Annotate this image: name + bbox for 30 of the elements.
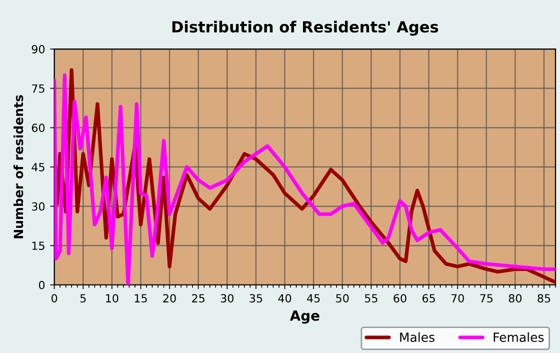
x-tick-label: 40 xyxy=(278,294,292,302)
x-tick-label: 85 xyxy=(538,294,550,302)
x-tick-label: 65 xyxy=(422,294,435,302)
x-tick-label: 0 xyxy=(52,294,58,302)
x-tick-label: 50 xyxy=(336,294,349,302)
x-tick-label: 10 xyxy=(106,294,118,302)
x-tick-label: 75 xyxy=(480,294,492,302)
x-tick-label: 35 xyxy=(250,294,262,302)
y-axis-title: Number of residents xyxy=(14,95,24,238)
chart-title: Distribution of Residents' Ages xyxy=(172,20,438,36)
y-tick-label: 75 xyxy=(32,84,44,93)
y-tick-label: 60 xyxy=(32,124,45,132)
y-tick-label: 15 xyxy=(32,242,44,250)
x-tick-label: 45 xyxy=(307,294,320,302)
x-tick-label: 5 xyxy=(80,294,86,302)
x-tick-label: 20 xyxy=(163,294,176,302)
x-tick-label: 60 xyxy=(394,294,406,302)
x-tick-label: 25 xyxy=(192,294,204,302)
y-tick-label: 30 xyxy=(32,202,45,211)
x-tick-label: 30 xyxy=(220,294,234,302)
x-axis-title: Age xyxy=(290,310,320,324)
x-tick-label: 70 xyxy=(451,294,464,302)
y-tick-label: 0 xyxy=(38,280,45,290)
x-tick-label: 15 xyxy=(134,294,147,302)
x-tick-label: 55 xyxy=(364,294,378,302)
legend-label: Males xyxy=(400,332,434,342)
x-tick-label: 80 xyxy=(508,294,522,302)
y-tick-label: 45 xyxy=(32,163,44,172)
legend-label: Females xyxy=(494,332,544,342)
y-tick-label: 90 xyxy=(32,45,45,54)
